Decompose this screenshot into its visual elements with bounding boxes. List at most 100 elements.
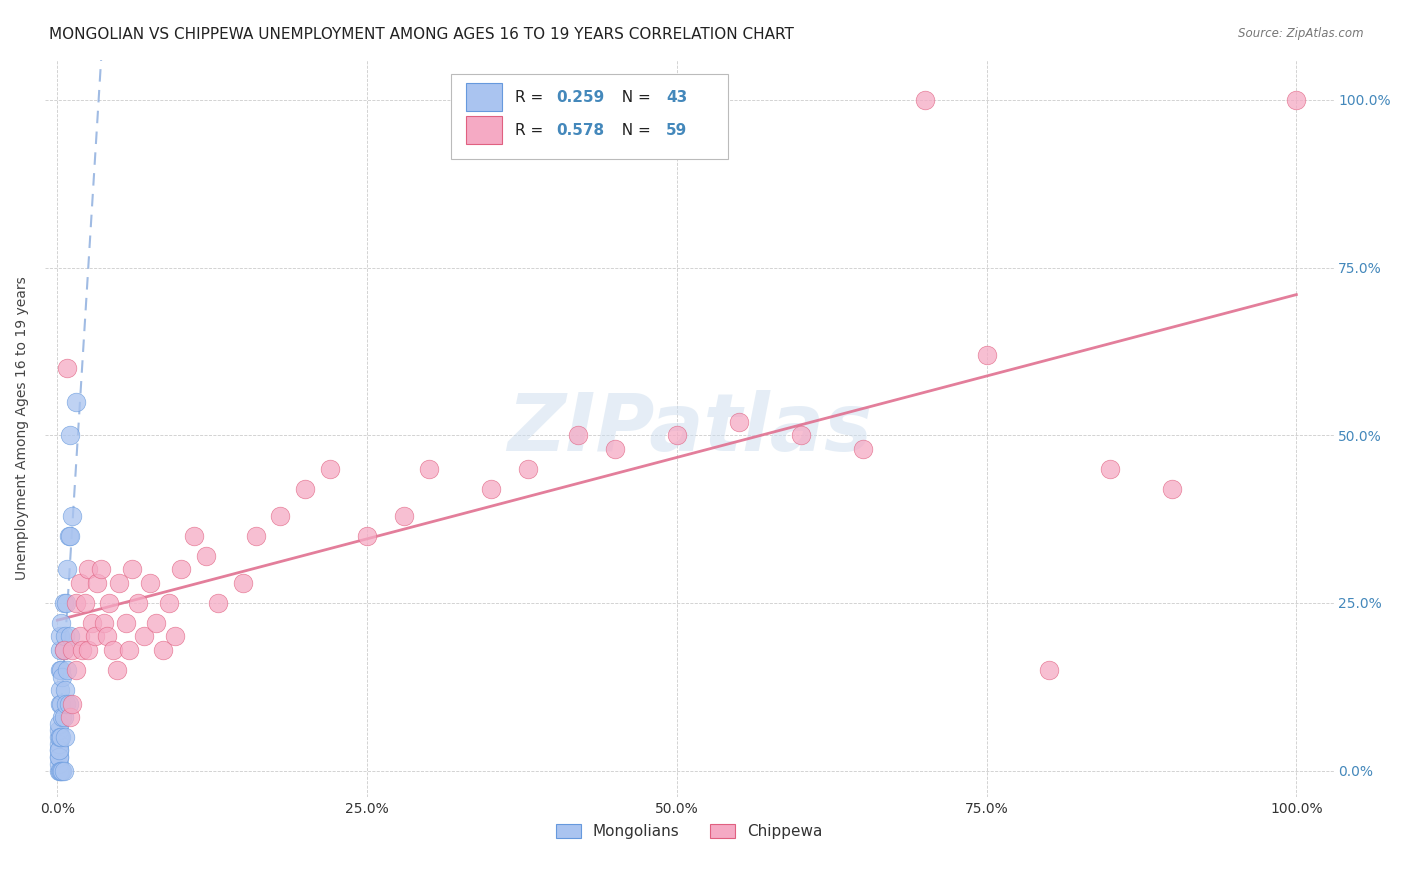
- Point: [49, 663, 72, 677]
- Point: [48, 750, 70, 764]
- Text: ZIPatlas: ZIPatlas: [506, 390, 872, 467]
- Point: [517, 462, 540, 476]
- Point: [48, 750, 70, 764]
- Point: [418, 462, 440, 476]
- Point: [77, 643, 100, 657]
- Point: [53, 630, 76, 644]
- Point: [170, 562, 193, 576]
- Point: [245, 529, 267, 543]
- Text: 43: 43: [666, 90, 688, 104]
- Point: [59, 529, 82, 543]
- Point: [49, 730, 72, 744]
- Point: [56, 663, 79, 677]
- Point: [58, 697, 80, 711]
- Point: [195, 549, 218, 563]
- Point: [603, 442, 626, 456]
- Point: [114, 615, 136, 630]
- Point: [49, 764, 72, 778]
- Point: [479, 482, 502, 496]
- Point: [269, 508, 291, 523]
- Point: [976, 348, 998, 362]
- Point: [73, 596, 96, 610]
- Point: [65, 663, 87, 677]
- Point: [86, 575, 108, 590]
- Point: [58, 529, 80, 543]
- Point: [59, 428, 82, 442]
- Point: [1099, 462, 1122, 476]
- Point: [52, 764, 75, 778]
- Text: 0.259: 0.259: [557, 90, 605, 104]
- Point: [51, 670, 73, 684]
- Point: [121, 562, 143, 576]
- Point: [48, 743, 70, 757]
- Point: [65, 596, 87, 610]
- Point: [294, 482, 316, 496]
- Point: [567, 428, 589, 442]
- Point: [319, 462, 342, 476]
- Point: [52, 710, 75, 724]
- Point: [145, 615, 167, 630]
- Point: [69, 575, 91, 590]
- Point: [56, 361, 79, 376]
- Point: [55, 697, 77, 711]
- Point: [49, 663, 72, 677]
- Point: [49, 764, 72, 778]
- Point: [98, 596, 121, 610]
- Point: [48, 723, 70, 738]
- Point: [52, 643, 75, 657]
- Point: [165, 630, 187, 644]
- FancyBboxPatch shape: [451, 74, 728, 159]
- Point: [49, 683, 72, 698]
- Point: [48, 737, 70, 751]
- Y-axis label: Unemployment Among Ages 16 to 19 years: Unemployment Among Ages 16 to 19 years: [15, 277, 30, 581]
- Point: [70, 643, 93, 657]
- Point: [108, 575, 131, 590]
- Point: [59, 630, 82, 644]
- Text: 0.578: 0.578: [557, 123, 605, 138]
- Point: [52, 596, 75, 610]
- Legend: Mongolians, Chippewa: Mongolians, Chippewa: [550, 818, 828, 845]
- Point: [55, 596, 77, 610]
- Point: [56, 562, 79, 576]
- Text: Source: ZipAtlas.com: Source: ZipAtlas.com: [1239, 27, 1364, 40]
- Point: [48, 716, 70, 731]
- Point: [118, 643, 141, 657]
- Text: N =: N =: [612, 123, 655, 138]
- Point: [65, 394, 87, 409]
- Point: [1285, 93, 1308, 107]
- Point: [93, 615, 115, 630]
- Point: [914, 93, 936, 107]
- Point: [69, 630, 91, 644]
- Point: [152, 643, 174, 657]
- Point: [52, 643, 75, 657]
- Point: [48, 743, 70, 757]
- Point: [59, 710, 82, 724]
- Point: [790, 428, 813, 442]
- Point: [157, 596, 180, 610]
- Point: [49, 697, 72, 711]
- Point: [49, 615, 72, 630]
- Point: [53, 683, 76, 698]
- Text: 59: 59: [666, 123, 688, 138]
- Point: [80, 615, 103, 630]
- Point: [60, 508, 83, 523]
- Point: [53, 730, 76, 744]
- Text: N =: N =: [612, 90, 655, 104]
- Point: [127, 596, 149, 610]
- Text: MONGOLIAN VS CHIPPEWA UNEMPLOYMENT AMONG AGES 16 TO 19 YEARS CORRELATION CHART: MONGOLIAN VS CHIPPEWA UNEMPLOYMENT AMONG…: [49, 27, 794, 42]
- Point: [49, 697, 72, 711]
- Point: [232, 575, 254, 590]
- Point: [48, 756, 70, 771]
- Point: [60, 697, 83, 711]
- Point: [49, 730, 72, 744]
- Point: [852, 442, 875, 456]
- Point: [139, 575, 162, 590]
- Point: [394, 508, 416, 523]
- Point: [665, 428, 688, 442]
- Point: [77, 562, 100, 576]
- Point: [101, 643, 124, 657]
- Point: [105, 663, 128, 677]
- Text: R =: R =: [515, 90, 548, 104]
- Text: R =: R =: [515, 123, 548, 138]
- Point: [727, 415, 749, 429]
